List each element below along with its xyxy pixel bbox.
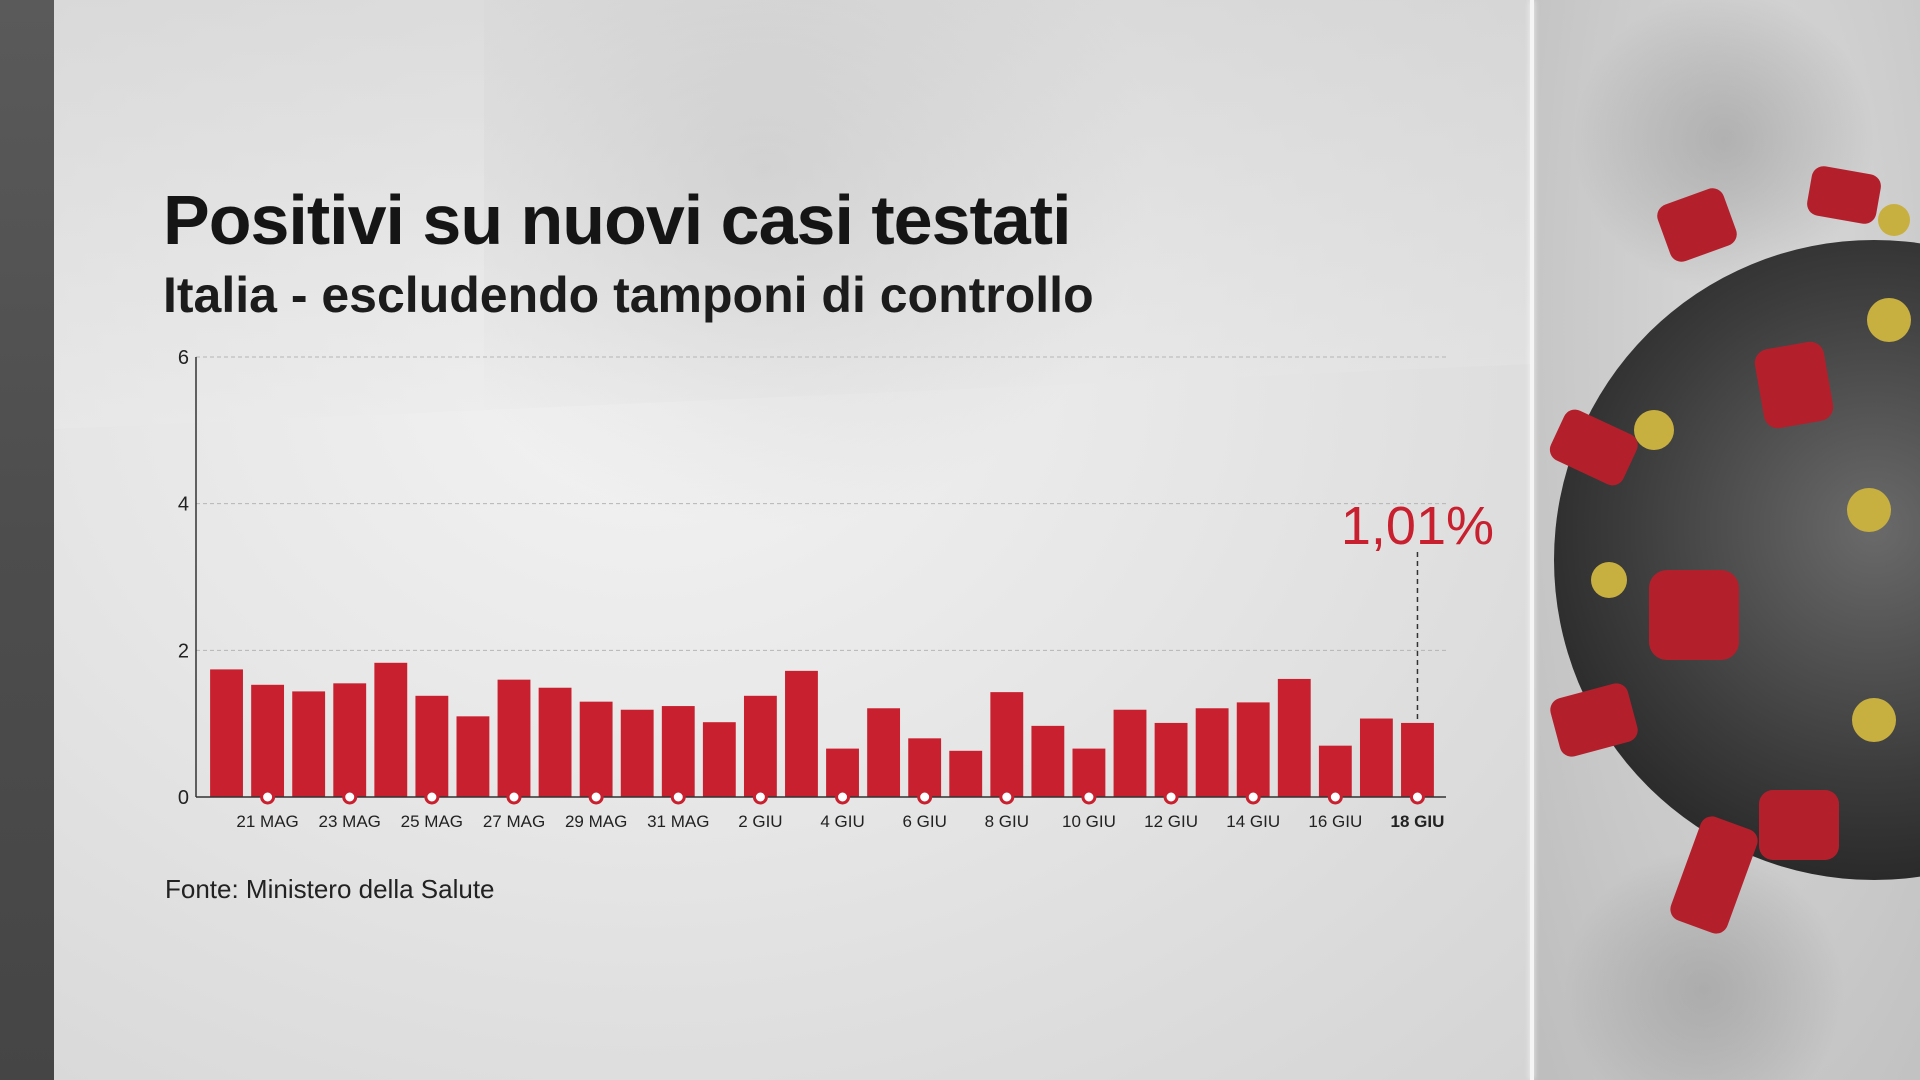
x-tick-marker bbox=[1327, 789, 1343, 805]
bar-13-giu bbox=[1195, 708, 1229, 797]
x-tick-label: 18 GIU bbox=[1391, 812, 1445, 831]
x-tick-label: 27 MAG bbox=[483, 812, 545, 831]
x-tick-marker bbox=[506, 789, 522, 805]
chart-title: Positivi su nuovi casi testati bbox=[163, 181, 1072, 259]
bar-20-mag bbox=[210, 669, 243, 797]
virus-illustration bbox=[1534, 0, 1920, 1080]
bar-16-giu bbox=[1318, 745, 1352, 797]
x-tick-label: 8 GIU bbox=[985, 812, 1029, 831]
bar-30-mag bbox=[620, 709, 654, 797]
bar-21-mag bbox=[251, 684, 285, 797]
bar-15-giu bbox=[1277, 678, 1311, 797]
bar-12-giu bbox=[1154, 722, 1188, 797]
world-map-decoration bbox=[484, 0, 1184, 560]
background-panel bbox=[54, 0, 1534, 1080]
x-tick-label: 16 GIU bbox=[1308, 812, 1362, 831]
x-tick-marker bbox=[670, 789, 686, 805]
bar-3-giu bbox=[785, 670, 818, 797]
x-tick-marker bbox=[917, 789, 933, 805]
bar-23-mag bbox=[333, 683, 367, 797]
x-tick-marker bbox=[835, 789, 851, 805]
bar-14-giu bbox=[1236, 702, 1270, 797]
bar-1-giu bbox=[702, 722, 736, 797]
bar-24-mag bbox=[374, 662, 408, 797]
x-tick-labels: 21 MAG 23 MAG 25 MAG 27 MAG 29 MAG 31 MAG 2 GI… bbox=[236, 789, 1445, 831]
bar-chart: 0 2 4 6 21 MAG 23 MAG 25 MAG 27 MAG 29 MAG 31 MA… bbox=[178, 347, 1494, 831]
axes bbox=[195, 357, 1446, 798]
bar-28-mag bbox=[538, 687, 572, 797]
source-note: Fonte: Ministero della Salute bbox=[165, 874, 495, 904]
bars bbox=[210, 662, 1434, 797]
bar-25-mag bbox=[415, 695, 449, 797]
bar-27-mag bbox=[497, 679, 531, 797]
left-strip bbox=[0, 0, 54, 1080]
y-tick-label: 0 bbox=[178, 787, 189, 809]
chart-subtitle: Italia - escludendo tamponi di controllo bbox=[163, 267, 1094, 323]
x-tick-marker bbox=[260, 789, 276, 805]
x-tick-marker bbox=[342, 789, 358, 805]
annotation-value: 1,01% bbox=[1341, 496, 1494, 556]
x-tick-marker bbox=[1409, 789, 1425, 805]
x-tick-label: 14 GIU bbox=[1226, 812, 1280, 831]
panel-divider bbox=[1530, 0, 1534, 1080]
x-tick-label: 6 GIU bbox=[902, 812, 946, 831]
x-tick-label: 12 GIU bbox=[1144, 812, 1198, 831]
bar-10-giu bbox=[1072, 748, 1106, 797]
x-tick-marker bbox=[999, 789, 1015, 805]
grid-lines bbox=[196, 356, 1446, 651]
x-tick-label: 29 MAG bbox=[565, 812, 627, 831]
bar-17-giu bbox=[1359, 718, 1393, 797]
bar-6-giu bbox=[908, 738, 942, 797]
virus-image bbox=[1549, 0, 1920, 1080]
bar-4-giu bbox=[826, 748, 859, 797]
bar-26-mag bbox=[456, 716, 490, 797]
x-tick-label: 21 MAG bbox=[236, 812, 298, 831]
x-tick-label: 10 GIU bbox=[1062, 812, 1116, 831]
bar-11-giu bbox=[1113, 709, 1147, 797]
x-tick-marker bbox=[1081, 789, 1097, 805]
bar-29-mag bbox=[579, 701, 613, 797]
bar-18-giu bbox=[1401, 722, 1434, 797]
x-tick-marker bbox=[588, 789, 604, 805]
bar-2-giu bbox=[743, 695, 777, 797]
x-tick-marker bbox=[1163, 789, 1179, 805]
bar-7-giu bbox=[949, 750, 983, 797]
x-tick-label: 31 MAG bbox=[647, 812, 709, 831]
bar-9-giu bbox=[1031, 725, 1065, 797]
bar-8-giu bbox=[990, 692, 1024, 797]
x-tick-label: 2 GIU bbox=[738, 812, 782, 831]
bar-31-mag bbox=[661, 706, 695, 797]
x-tick-label: 25 MAG bbox=[401, 812, 463, 831]
y-tick-label: 4 bbox=[178, 494, 189, 516]
bar-5-giu bbox=[867, 708, 901, 797]
bar-22-mag bbox=[292, 691, 326, 797]
x-tick-label: 23 MAG bbox=[319, 812, 381, 831]
annotation: 1,01% bbox=[1341, 496, 1494, 723]
x-tick-marker bbox=[424, 789, 440, 805]
background-band bbox=[54, 0, 1534, 430]
y-tick-labels: 0 2 4 6 bbox=[178, 347, 189, 809]
x-tick-marker bbox=[752, 789, 768, 805]
x-tick-label: 4 GIU bbox=[820, 812, 864, 831]
y-tick-label: 2 bbox=[178, 640, 189, 662]
x-tick-marker bbox=[1245, 789, 1261, 805]
y-tick-label: 6 bbox=[178, 347, 189, 369]
